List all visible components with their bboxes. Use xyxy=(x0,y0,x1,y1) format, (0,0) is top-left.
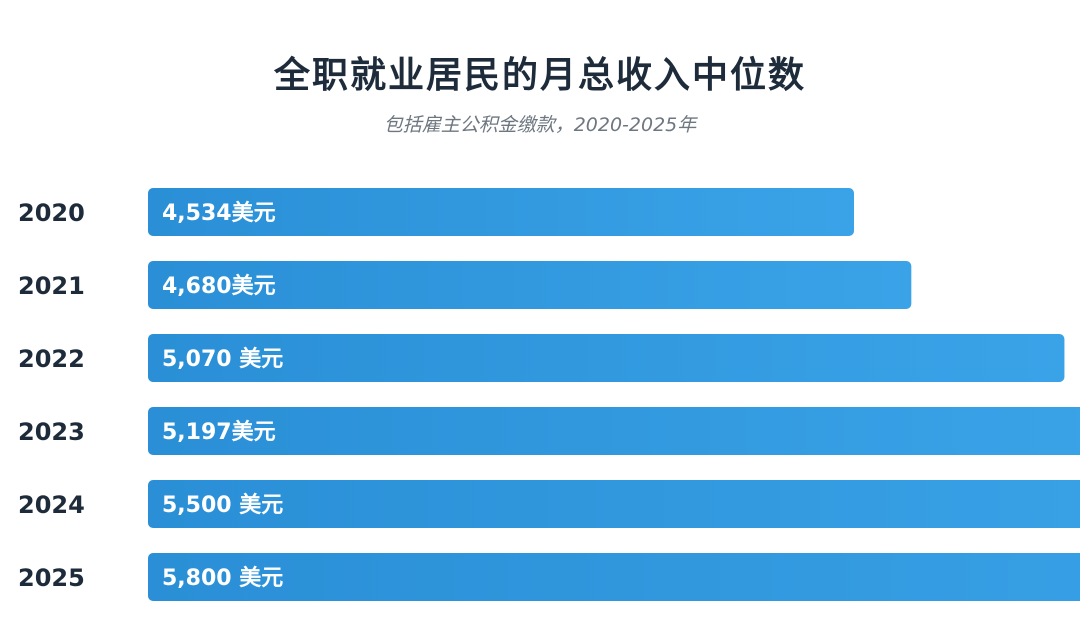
bar xyxy=(148,407,1080,455)
chart-subtitle: 包括雇主公积金缴款，2020-2025年 xyxy=(383,114,697,136)
bar xyxy=(148,334,1065,382)
data-label: 5,500 美元 xyxy=(162,492,283,518)
bar xyxy=(148,480,1080,528)
y-tick-label: 2024 xyxy=(18,491,85,519)
y-tick-label: 2023 xyxy=(18,418,85,446)
data-label: 4,680美元 xyxy=(162,273,276,299)
y-tick-label: 2022 xyxy=(18,345,85,373)
data-label: 4,534美元 xyxy=(162,200,276,226)
data-label: 5,800 美元 xyxy=(162,565,283,591)
bar xyxy=(148,188,854,236)
chart-title: 全职就业居民的月总收入中位数 xyxy=(273,55,806,96)
y-tick-label: 2021 xyxy=(18,272,85,300)
data-label: 5,197美元 xyxy=(162,419,276,445)
bar xyxy=(148,553,1080,601)
bar xyxy=(148,261,912,309)
y-tick-label: 2020 xyxy=(18,199,85,227)
data-label: 5,070 美元 xyxy=(162,346,283,372)
y-tick-label: 2025 xyxy=(18,564,85,592)
